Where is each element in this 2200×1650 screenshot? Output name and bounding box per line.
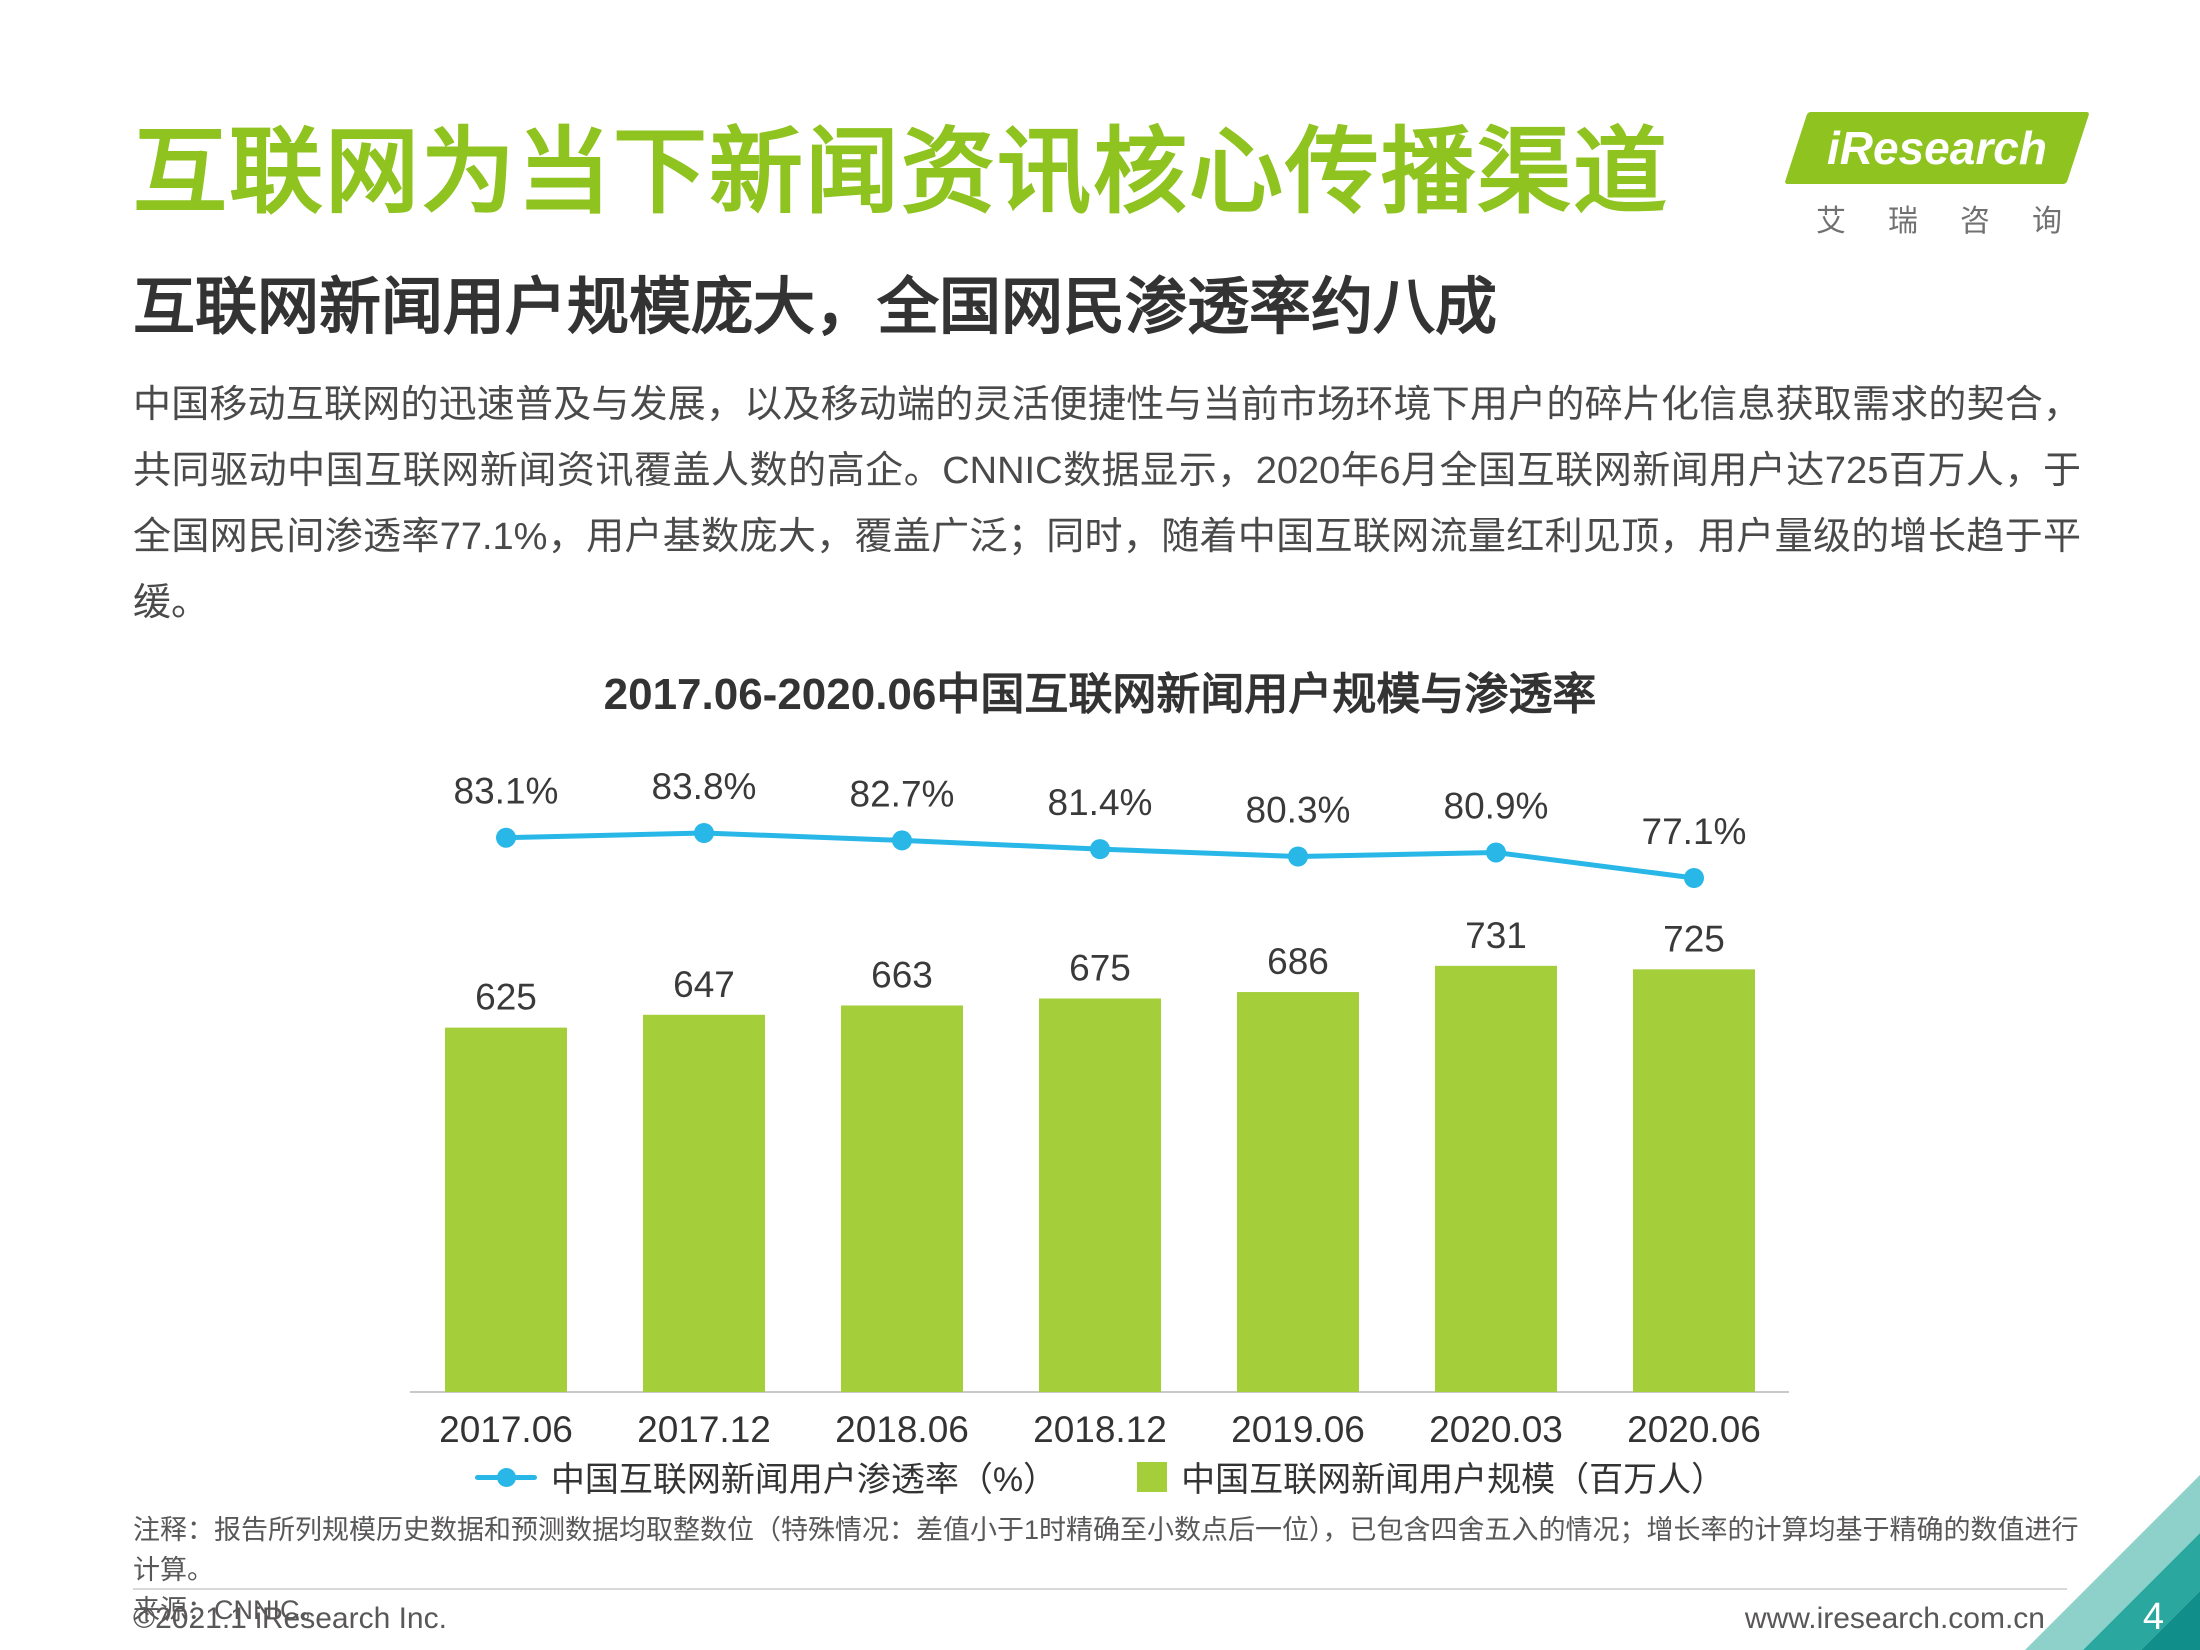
bar-swatch-icon xyxy=(1137,1461,1168,1492)
legend-item-user-scale: 中国互联网新闻用户规模（百万人） xyxy=(1137,1452,1725,1501)
line-point-2018.12 xyxy=(1090,839,1110,860)
line-value-label: 80.9% xyxy=(1444,785,1549,826)
x-tick-label: 2020.03 xyxy=(1429,1409,1563,1450)
x-tick-label: 2018.12 xyxy=(1033,1409,1167,1450)
bar-2018.12 xyxy=(1039,998,1161,1392)
bar-value-label: 731 xyxy=(1465,915,1527,956)
bar-value-label: 663 xyxy=(871,954,933,995)
body-paragraph: 中国移动互联网的迅速普及与发展，以及移动端的灵活便捷性与当前市场环境下用户的碎片… xyxy=(133,384,2081,624)
chart-title: 2017.06-2020.06中国互联网新闻用户规模与渗透率 xyxy=(603,670,1597,719)
bar-value-label: 647 xyxy=(673,964,735,1005)
bar-2019.06 xyxy=(1237,992,1359,1392)
line-point-2017.06 xyxy=(496,827,516,848)
x-tick-label: 2020.06 xyxy=(1627,1409,1761,1450)
legend-item-penetration-line: 中国互联网新闻用户渗透率（%） xyxy=(474,1452,1058,1501)
iresearch-logo-banner: iResearch xyxy=(1784,112,2090,184)
line-value-label: 83.8% xyxy=(652,766,757,807)
chart-note: 注释：报告所列规模历史数据和预测数据均取整数位（特殊情况：差值小于1时精确至小数… xyxy=(133,1515,2079,1585)
x-tick-label: 2018.06 xyxy=(835,1409,969,1450)
bar-value-label: 625 xyxy=(475,977,537,1018)
bar-value-label: 675 xyxy=(1069,947,1131,988)
line-point-2019.06 xyxy=(1288,846,1308,867)
bar-value-label: 686 xyxy=(1267,941,1329,982)
line-point-2020.03 xyxy=(1486,842,1506,863)
line-point-2020.06 xyxy=(1684,868,1704,888)
legend-label-user-scale: 中国互联网新闻用户规模（百万人） xyxy=(1181,1461,1726,1499)
chart-legend: 中国互联网新闻用户渗透率（%） 中国互联网新闻用户规模（百万人） xyxy=(0,1452,2200,1501)
page-number: 4 xyxy=(2142,1596,2164,1638)
chart-source: 来源：CNNIC。 xyxy=(133,1595,327,1625)
iresearch-logo-cn: 艾瑞咨询 xyxy=(1816,205,2104,238)
line-value-label: 80.3% xyxy=(1246,790,1351,831)
line-value-label: 77.1% xyxy=(1642,811,1747,852)
line-point-2017.12 xyxy=(694,823,714,843)
bar-2018.06 xyxy=(841,1005,963,1392)
line-dot-icon xyxy=(496,1467,516,1487)
news-user-scale-chart: 625 2017.06 647 2017.12 663 2018.06 675 2018.12… xyxy=(410,766,1789,1450)
copyright-text: ©2021.1 iResearch Inc. xyxy=(133,1602,447,1635)
bar-2020.03 xyxy=(1435,965,1557,1392)
bar-2017.06 xyxy=(445,1027,567,1392)
line-point-2018.06 xyxy=(892,830,912,851)
page-title: 互联网为当下新闻资讯核心传播渠道 xyxy=(133,119,1670,224)
bar-2017.12 xyxy=(643,1014,765,1392)
line-value-label: 82.7% xyxy=(850,773,955,814)
iresearch-logo-text: iResearch xyxy=(1827,122,2047,174)
iresearch-logo: iResearch 艾瑞咨询 xyxy=(1784,112,2104,240)
corner-decoration xyxy=(2025,1475,2200,1650)
chart-notes: 注释：报告所列规模历史数据和预测数据均取整数位（特殊情况：差值小于1时精确至小数… xyxy=(133,1510,2093,1630)
x-tick-label: 2019.06 xyxy=(1231,1409,1365,1450)
legend-label-penetration: 中国互联网新闻用户渗透率（%） xyxy=(550,1461,1058,1499)
footer-divider xyxy=(133,1588,2067,1590)
page-subtitle: 互联网新闻用户规模庞大，全国网民渗透率约八成 xyxy=(133,273,1498,342)
line-value-label: 81.4% xyxy=(1048,782,1153,823)
line-value-label: 83.1% xyxy=(454,771,559,812)
site-url: www.iresearch.com.cn xyxy=(1744,1602,2045,1635)
bar-value-label: 725 xyxy=(1663,918,1725,959)
line-marker-icon xyxy=(474,1459,537,1495)
x-tick-label: 2017.06 xyxy=(439,1409,573,1450)
bar-2020.06 xyxy=(1633,969,1755,1392)
x-tick-label: 2017.12 xyxy=(637,1409,771,1450)
